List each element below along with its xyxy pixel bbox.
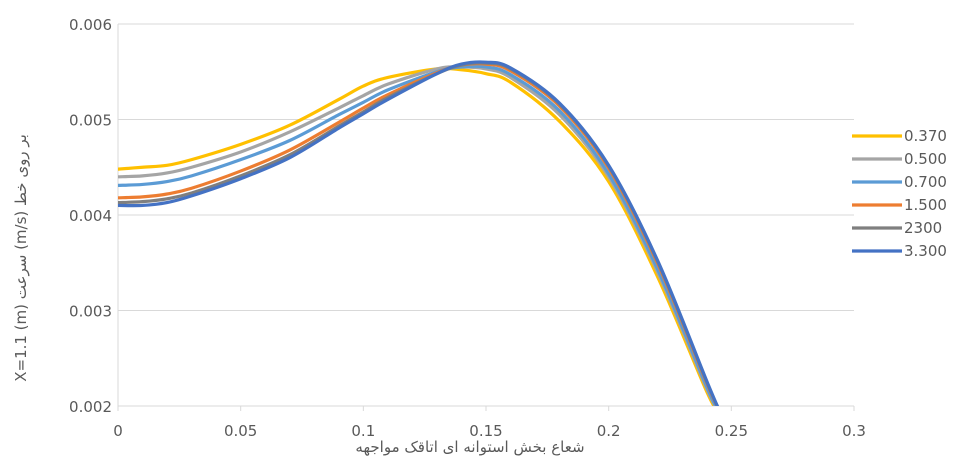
- y-tick-label: 0.004: [69, 207, 112, 225]
- x-tick-label: 0.2: [597, 422, 621, 440]
- gridlines: [118, 23, 854, 407]
- y-tick-label: 0.005: [69, 112, 112, 130]
- legend-label: 0.370: [904, 127, 947, 145]
- legend: 0.370 0.500 0.700 1.500 2300 3.300: [852, 127, 947, 260]
- x-tick-label: 0: [113, 422, 123, 440]
- series-line-4: [118, 61, 720, 406]
- series-line-3: [118, 62, 719, 406]
- y-tick-label: 0.003: [69, 303, 112, 321]
- tick-labels: 0.002 0.003 0.004 0.005 0.006 0 0.05 0.1 0.15 0.2…: [69, 16, 866, 440]
- x-tick-label: 0.15: [469, 422, 502, 440]
- legend-label: 2300: [904, 219, 942, 237]
- y-tick-label: 0.002: [69, 398, 112, 416]
- legend-label: 0.500: [904, 150, 947, 168]
- series-line-2: [118, 64, 718, 406]
- x-axis-title: شعاع بخش استوانه ای اتاقک مواجهه: [355, 438, 584, 456]
- series-line-5: [118, 60, 720, 406]
- series-line-1: [118, 65, 717, 406]
- y-axis-title: X=1.1 (m) سرعت (m/s) بر روی خط: [12, 134, 30, 382]
- x-tick-label: 0.05: [224, 422, 257, 440]
- y-tick-label: 0.006: [69, 16, 112, 34]
- legend-label: 1.500: [904, 196, 947, 214]
- x-tick-label: 0.1: [351, 422, 375, 440]
- series-lines: [118, 60, 720, 406]
- legend-label: 3.300: [904, 242, 947, 260]
- legend-label: 0.700: [904, 173, 947, 191]
- x-tick-label: 0.25: [715, 422, 748, 440]
- x-tick-label: 0.3: [842, 422, 866, 440]
- axes: [117, 24, 855, 411]
